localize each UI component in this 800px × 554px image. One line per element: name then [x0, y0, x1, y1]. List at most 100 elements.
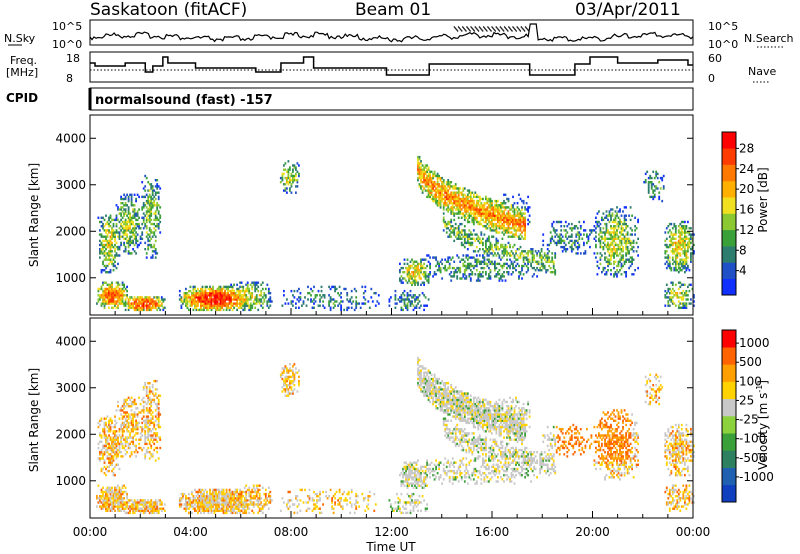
heatmap-cell: [665, 260, 668, 263]
heatmap-cell: [495, 248, 498, 251]
heatmap-cell: [103, 225, 106, 228]
heatmap-cell: [105, 421, 107, 425]
heatmap-cell: [507, 273, 510, 276]
heatmap-cell: [403, 277, 406, 280]
heatmap-cell: [442, 208, 445, 211]
heatmap-cell: [124, 486, 127, 489]
heatmap-cell: [430, 185, 433, 188]
heatmap-cell: [680, 243, 683, 247]
heatmap-cell: [117, 438, 119, 441]
heatmap-cell: [216, 296, 219, 299]
heatmap-cell: [99, 495, 101, 498]
heatmap-cell: [251, 294, 254, 297]
heatmap-cell: [491, 202, 493, 205]
heatmap-cell: [216, 300, 219, 303]
noise-search-point: [516, 26, 518, 28]
heatmap-cell: [599, 245, 602, 249]
heatmap-cell: [684, 304, 686, 307]
heatmap-cell: [148, 511, 151, 515]
heatmap-cell: [154, 248, 157, 251]
heatmap-cell: [145, 419, 148, 422]
heatmap-cell: [439, 195, 442, 199]
heatmap-cell: [132, 442, 135, 446]
heatmap-cell: [224, 285, 227, 289]
heatmap-cell: [528, 258, 531, 261]
heatmap-cell: [240, 296, 243, 299]
heatmap-cell: [448, 193, 451, 196]
heatmap-cell: [154, 193, 157, 196]
heatmap-cell: [507, 214, 510, 217]
heatmap-cell: [157, 212, 160, 215]
heatmap-cell: [441, 258, 444, 261]
heatmap-cell: [361, 285, 364, 289]
heatmap-cell: [108, 505, 110, 508]
heatmap-cell: [504, 220, 507, 224]
heatmap-cell: [453, 197, 456, 201]
heatmap-cell: [133, 300, 136, 303]
heatmap-cell: [665, 256, 668, 259]
heatmap-cell: [528, 260, 531, 263]
heatmap-cell: [492, 206, 495, 209]
heatmap-cell: [145, 507, 148, 510]
heatmap-cell: [456, 197, 459, 201]
heatmap-cell: [215, 292, 217, 295]
heatmap-cell: [589, 229, 591, 232]
heatmap-cell: [674, 262, 677, 266]
heatmap-cell: [201, 304, 204, 307]
heatmap-cell: [218, 304, 220, 307]
heatmap-cell: [430, 191, 433, 194]
heatmap-cell: [225, 296, 228, 299]
heatmap-cell: [665, 245, 668, 249]
heatmap-cell: [350, 289, 353, 293]
heatmap-cell: [625, 273, 628, 276]
heatmap-cell: [344, 287, 347, 291]
heatmap-cell: [129, 231, 132, 234]
heatmap-cell: [542, 243, 545, 247]
heatmap-cell: [509, 216, 511, 219]
heatmap-cell: [388, 300, 391, 303]
heatmap-cell: [516, 218, 519, 222]
heatmap-cell: [123, 250, 126, 253]
heatmap-cell: [451, 266, 454, 270]
heatmap-cell: [680, 258, 683, 261]
heatmap-cell: [622, 222, 624, 226]
heatmap-cell: [632, 273, 635, 276]
heatmap-cell: [147, 417, 150, 420]
heatmap-cell: [142, 204, 145, 207]
heatmap-cell: [646, 170, 649, 173]
heatmap-cell: [619, 222, 621, 226]
heatmap-cell: [340, 306, 343, 309]
heatmap-cell: [117, 289, 119, 293]
heatmap-cell: [421, 185, 424, 188]
heatmap-cell: [415, 264, 418, 268]
heatmap-cell: [516, 206, 519, 209]
heatmap-cell: [417, 269, 419, 272]
heatmap-cell: [584, 250, 587, 253]
heatmap-cell: [145, 436, 148, 439]
heatmap-cell: [623, 239, 626, 243]
heatmap-cell: [148, 304, 151, 307]
noise-search-point: [528, 30, 530, 32]
heatmap-cell: [613, 229, 615, 232]
heatmap-cell: [236, 298, 239, 301]
noise-left-tick-high: 10^5: [52, 20, 82, 33]
heatmap-cell: [412, 266, 415, 270]
heatmap-cell: [111, 507, 113, 510]
noise-search-point: [457, 26, 460, 28]
heatmap-cell: [427, 179, 430, 182]
heatmap-cell: [427, 191, 430, 194]
heatmap-cell: [531, 248, 534, 251]
heatmap-cell: [495, 202, 498, 205]
heatmap-cell: [447, 204, 450, 207]
heatmap-cell: [495, 254, 498, 257]
heatmap-cell: [614, 250, 617, 253]
heatmap-cell: [99, 501, 101, 504]
heatmap-cell: [519, 212, 522, 215]
heatmap-cell: [668, 287, 671, 291]
heatmap-cell: [100, 235, 103, 238]
heatmap-cell: [453, 231, 456, 234]
heatmap-cell: [109, 509, 112, 512]
heatmap-cell: [518, 256, 520, 259]
heatmap-cell: [498, 273, 501, 276]
heatmap-cell: [611, 227, 614, 230]
